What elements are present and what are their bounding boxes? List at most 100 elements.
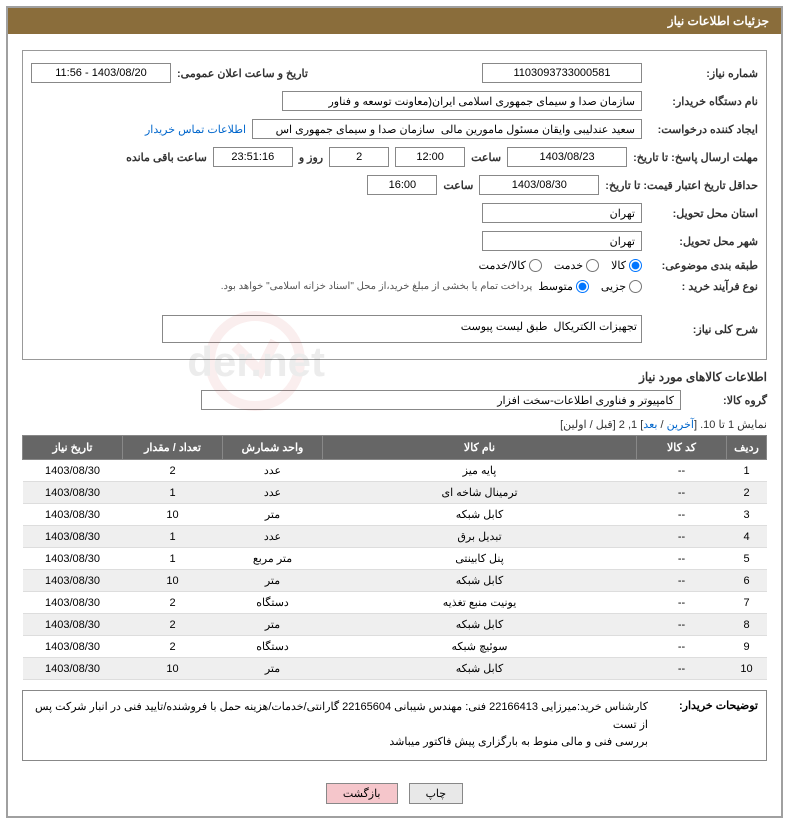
process-radio-group: جزیی متوسط [538,280,642,293]
pager-pages: ] 1, 2 [قبل / اولین] [560,419,643,431]
pager-last-link[interactable]: آخرین [667,419,694,431]
page-wrapper: جزئیات اطلاعات نیاز AriaTender.net شماره… [6,6,783,818]
remaining-text: ساعت باقی مانده [126,151,207,164]
table-row: 5--پنل کابینتیمتر مربع11403/08/30 [23,548,767,570]
table-cell: کابل شبکه [323,614,637,636]
table-cell: 2 [123,460,223,482]
table-cell: 1403/08/30 [23,658,123,680]
table-header-row: ردیف کد کالا نام کالا واحد شمارش تعداد /… [23,436,767,460]
row-buyer-org: نام دستگاه خریدار: [31,91,758,111]
table-row: 8--کابل شبکهمتر21403/08/30 [23,614,767,636]
print-button[interactable]: چاپ [409,783,464,804]
radio-service-label: خدمت [554,259,583,272]
pager-next-link[interactable]: بعد [643,419,657,431]
radio-medium-label: متوسط [538,280,573,293]
table-cell: پنل کابینتی [323,548,637,570]
general-desc-label: شرح کلی نیاز: [648,323,758,336]
table-cell: 1403/08/30 [23,636,123,658]
goods-section-title: اطلاعات كالاهای مورد نیاز [22,370,767,384]
back-button[interactable]: بازگشت [326,783,398,804]
button-row: چاپ بازگشت [8,771,781,816]
table-cell: 2 [123,592,223,614]
table-row: 6--کابل شبکهمتر101403/08/30 [23,570,767,592]
table-cell: 10 [123,658,223,680]
buyer-notes-label: توضیحات خریدار: [658,699,758,752]
radio-goods[interactable] [629,259,642,272]
buyer-notes-text: کارشناس خرید:میرزایی 22166413 فنی: مهندس… [31,699,648,752]
table-cell: -- [637,592,727,614]
table-cell: 1403/08/30 [23,526,123,548]
buyer-org-field[interactable] [282,91,642,111]
table-cell: -- [637,636,727,658]
table-cell: 10 [123,570,223,592]
table-cell: 1403/08/30 [23,482,123,504]
table-cell: 1403/08/30 [23,570,123,592]
table-row: 2--ترمینال شاخه ایعدد11403/08/30 [23,482,767,504]
table-cell: متر [223,614,323,636]
treasury-note: پرداخت تمام یا بخشی از مبلغ خرید،از محل … [221,281,533,292]
table-row: 10--کابل شبکهمتر101403/08/30 [23,658,767,680]
response-deadline-label: مهلت ارسال پاسخ: تا تاریخ: [633,151,758,164]
table-cell: یونیت منبع تغذیه [323,592,637,614]
table-cell: دستگاه [223,592,323,614]
radio-partial[interactable] [629,280,642,293]
table-cell: عدد [223,482,323,504]
radio-medium[interactable] [576,280,589,293]
row-general-desc: شرح کلی نیاز: [31,315,758,343]
table-cell: 10 [727,658,767,680]
row-category: طبقه بندی موضوعی: کالا خدمت کالا/خدمت [31,259,758,272]
table-cell: سوئیچ شبکه [323,636,637,658]
validity-date-field[interactable] [479,175,599,195]
days-text: روز و [299,151,323,164]
buyer-notes-box: توضیحات خریدار: کارشناس خرید:میرزایی 221… [22,690,767,761]
panel-header: جزئیات اطلاعات نیاز [8,8,781,34]
col-date: تاریخ نیاز [23,436,123,460]
radio-goods-service[interactable] [529,259,542,272]
time-remaining-field[interactable] [213,147,293,167]
table-row: 7--یونیت منبع تغذیهدستگاه21403/08/30 [23,592,767,614]
table-row: 4--تبدیل برقعدد11403/08/30 [23,526,767,548]
table-cell: 2 [727,482,767,504]
table-cell: -- [637,570,727,592]
row-process-type: نوع فرآیند خرید : جزیی متوسط پرداخت تمام… [31,280,758,293]
row-city: شهر محل تحویل: [31,231,758,251]
days-remaining-field[interactable] [329,147,389,167]
table-cell: -- [637,482,727,504]
validity-time-field[interactable] [367,175,437,195]
table-cell: 1403/08/30 [23,460,123,482]
table-cell: متر [223,570,323,592]
table-cell: 4 [727,526,767,548]
row-validity: حداقل تاریخ اعتبار قیمت: تا تاریخ: ساعت [31,175,758,195]
time-label-1: ساعت [471,151,501,164]
row-province: استان محل تحویل: [31,203,758,223]
goods-group-field[interactable] [201,390,681,410]
general-desc-field[interactable] [162,315,642,343]
announce-datetime-field[interactable] [31,63,171,83]
table-cell: کابل شبکه [323,658,637,680]
response-date-field[interactable] [507,147,627,167]
row-need-number: شماره نیاز: تاریخ و ساعت اعلان عمومی: [31,63,758,83]
table-cell: پایه میز [323,460,637,482]
table-cell: 10 [123,504,223,526]
table-cell: -- [637,526,727,548]
table-cell: کابل شبکه [323,570,637,592]
table-cell: 8 [727,614,767,636]
col-qty: تعداد / مقدار [123,436,223,460]
response-time-field[interactable] [395,147,465,167]
table-cell: عدد [223,526,323,548]
row-requester: ایجاد کننده درخواست: اطلاعات تماس خریدار [31,119,758,139]
time-label-2: ساعت [443,179,473,192]
province-field[interactable] [482,203,642,223]
buyer-contact-link[interactable]: اطلاعات تماس خریدار [145,123,246,136]
radio-partial-label: جزیی [601,280,626,293]
city-field[interactable] [482,231,642,251]
process-type-label: نوع فرآیند خرید : [648,280,758,293]
table-cell: ترمینال شاخه ای [323,482,637,504]
requester-field[interactable] [252,119,642,139]
need-number-field[interactable] [482,63,642,83]
table-cell: 5 [727,548,767,570]
table-cell: متر [223,658,323,680]
radio-service[interactable] [586,259,599,272]
panel-title: جزئیات اطلاعات نیاز [668,14,769,28]
pager-prefix: نمایش 1 تا 10. [ [694,419,767,431]
